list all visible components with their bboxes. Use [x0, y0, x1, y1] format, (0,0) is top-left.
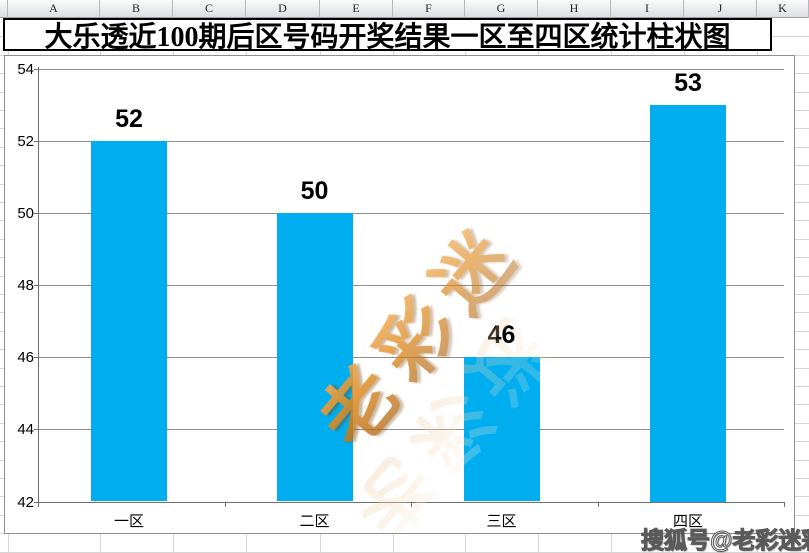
- y-gridline: [38, 429, 784, 431]
- x-axis-tick: [411, 501, 412, 507]
- x-axis-tick: [784, 501, 785, 507]
- column-header-I[interactable]: I: [611, 0, 684, 18]
- x-axis-tick: [38, 501, 39, 507]
- bar-一区[interactable]: [91, 141, 167, 502]
- y-axis-tick: [34, 429, 38, 431]
- column-header-K[interactable]: K: [757, 0, 809, 18]
- y-tick-label: 54: [17, 61, 34, 78]
- y-axis-tick: [34, 213, 38, 215]
- column-header-H[interactable]: H: [538, 0, 611, 18]
- y-tick-label: 50: [17, 205, 34, 223]
- y-gridline: [38, 285, 784, 287]
- y-gridline: [38, 141, 784, 143]
- column-header-C[interactable]: C: [173, 0, 246, 18]
- bar-value-label: 46: [487, 321, 516, 350]
- grid-row-line: [0, 551, 809, 553]
- column-header-E[interactable]: E: [320, 0, 393, 18]
- column-header-B[interactable]: B: [100, 0, 173, 18]
- y-tick-label: 48: [17, 277, 34, 295]
- bar-value-label: 50: [300, 177, 329, 206]
- y-axis-tick: [34, 69, 38, 70]
- chart-title-cell[interactable]: 大乐透近100期后区号码开奖结果一区至四区统计柱状图: [3, 18, 772, 53]
- category-label: 二区: [299, 512, 330, 530]
- column-header-G[interactable]: G: [465, 0, 538, 18]
- sohu-account-watermark: 搜狐号@老彩迷彩票: [640, 527, 809, 553]
- x-axis-tick: [597, 501, 599, 507]
- y-gridline: [38, 357, 784, 359]
- category-label: 三区: [486, 512, 517, 530]
- column-header-A[interactable]: A: [8, 0, 100, 18]
- y-axis-tick: [34, 357, 38, 359]
- y-axis-tick: [34, 501, 38, 503]
- bar-value-label: 53: [674, 69, 702, 97]
- y-axis: [38, 67, 39, 503]
- y-tick-label: 42: [17, 493, 34, 511]
- x-axis-tick: [224, 501, 226, 507]
- column-header-sliver[interactable]: [0, 0, 8, 18]
- y-axis-tick: [34, 285, 38, 287]
- category-label: 四区: [672, 512, 703, 530]
- y-tick-label: 52: [17, 133, 34, 151]
- bar-二区[interactable]: [276, 213, 353, 502]
- y-axis-tick: [34, 141, 38, 143]
- column-header-J[interactable]: J: [684, 0, 757, 18]
- y-gridline: [38, 213, 784, 215]
- y-tick-label: 44: [17, 421, 34, 439]
- column-header-D[interactable]: D: [246, 0, 320, 18]
- page-title: 大乐透近100期后区号码开奖结果一区至四区统计柱状图: [44, 21, 731, 53]
- bar-chart[interactable]: 54 52 50 48 46 44 42 52 一区 50 二区 46 三区 53 四区 老彩迷 老彩迷: [4, 55, 795, 553]
- y-gridline: [38, 69, 784, 70]
- y-tick-label: 46: [17, 349, 34, 367]
- column-header-F[interactable]: F: [393, 0, 465, 18]
- bar-四区[interactable]: [650, 105, 726, 502]
- category-label: 一区: [113, 512, 144, 530]
- bar-三区[interactable]: [463, 357, 540, 502]
- bar-value-label: 52: [115, 105, 143, 134]
